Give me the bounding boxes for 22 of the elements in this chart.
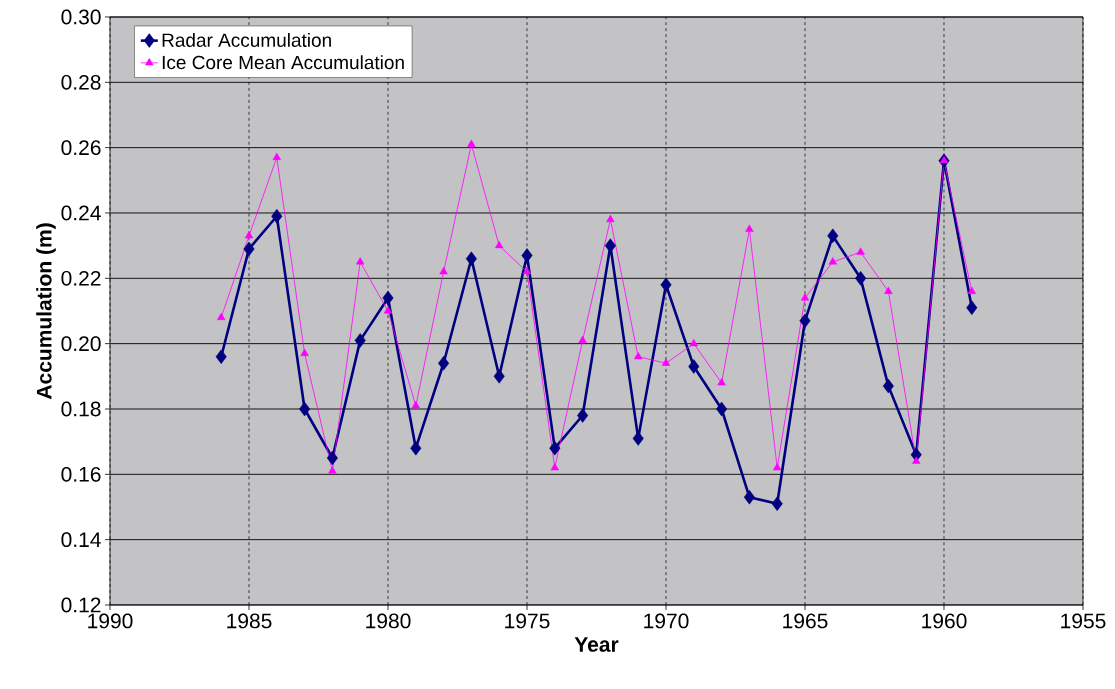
x-tick-label: 1980 (366, 613, 411, 629)
x-tick-label: 1955 (1061, 613, 1106, 629)
y-axis-title: Accumulation (m) (36, 223, 56, 400)
y-tick-label: 0.14 (61, 532, 101, 548)
x-tick-label: 1975 (505, 613, 550, 629)
y-tick-label: 0.16 (61, 466, 101, 482)
y-tick-label: 0.18 (61, 401, 101, 417)
x-axis-title: Year (574, 637, 619, 652)
x-tick-label: 1970 (644, 613, 689, 629)
y-tick-label: 0.20 (61, 336, 101, 352)
y-tick-label: 0.26 (61, 140, 101, 156)
legend-label: Ice Core Mean Accumulation (162, 55, 404, 70)
y-tick-label: 0.24 (61, 205, 101, 221)
x-tick-label: 1990 (88, 613, 133, 629)
y-tick-label: 0.12 (61, 597, 101, 613)
y-tick-label: 0.22 (61, 270, 101, 286)
legend-label: Radar Accumulation (162, 33, 331, 47)
y-tick-label: 0.30 (61, 9, 101, 25)
x-tick-label: 1960 (922, 613, 967, 629)
x-tick-label: 1965 (783, 613, 828, 629)
x-tick-label: 1985 (227, 613, 272, 629)
y-tick-label: 0.28 (61, 74, 101, 90)
